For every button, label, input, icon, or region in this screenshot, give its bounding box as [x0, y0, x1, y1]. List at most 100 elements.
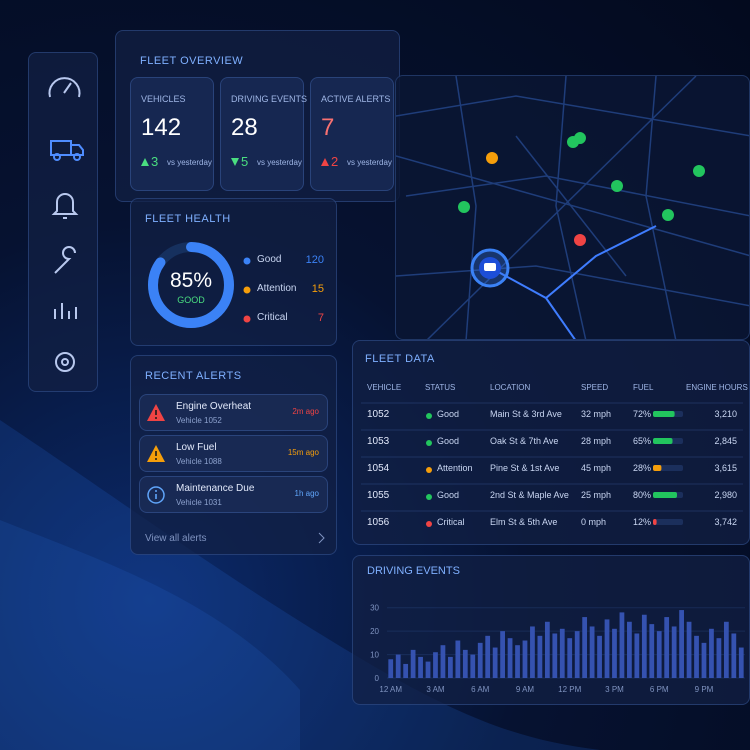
- stat-card[interactable]: ACTIVE ALERTS 7 2 vs yesterday: [310, 77, 394, 191]
- fuel-track: [653, 519, 683, 525]
- bar: [433, 652, 438, 678]
- speed: 25 mph: [581, 490, 612, 500]
- y-tick-label: 30: [370, 604, 379, 613]
- health-item-name: Good: [257, 254, 282, 265]
- alert-vehicle: Vehicle 1031: [176, 498, 222, 507]
- panel-title: FLEET HEALTH: [145, 213, 231, 225]
- location: 2nd St & Maple Ave: [490, 490, 569, 500]
- row-divider: [361, 429, 743, 431]
- bar: [597, 635, 602, 678]
- fuel-gauge: [653, 438, 683, 444]
- settings-icon[interactable]: [55, 352, 75, 372]
- x-tick-label: 12 AM: [379, 685, 402, 694]
- column-header: ENGINE HOURS: [686, 383, 748, 392]
- vehicle-id: 1053: [367, 436, 390, 447]
- legend-dot-shape: [243, 257, 251, 265]
- stat-value: 28: [231, 114, 258, 141]
- location: Elm St & 5th Ave: [490, 517, 558, 527]
- vehicle-marker[interactable]: [470, 248, 510, 288]
- bar: [641, 614, 647, 678]
- overview-panel: FLEET OVERVIEW VEHICLES 142 3 vs yesterday D…: [115, 30, 400, 202]
- dashboard-icon[interactable]: [48, 77, 81, 98]
- status-dot: [426, 494, 432, 500]
- alert-title: Maintenance Due: [176, 483, 255, 494]
- health-item-value: 120: [305, 254, 324, 266]
- x-tick-label: 3 AM: [426, 685, 445, 694]
- status: Good: [437, 490, 460, 500]
- fleet-data-panel: FLEET DATA VEHICLE STATUS LOCATION SPEED FUE…: [352, 340, 750, 545]
- alert-icon-dot: [155, 490, 157, 492]
- bar: [671, 626, 677, 678]
- health-donut: [148, 242, 234, 328]
- bar: [686, 621, 692, 678]
- bar: [664, 617, 670, 678]
- location: Main St & 3rd Ave: [490, 409, 562, 419]
- alert-item[interactable]: Maintenance Due Vehicle 1031 1h ago: [139, 476, 328, 513]
- fuel-gauge: [653, 465, 683, 471]
- map-pins[interactable]: [458, 132, 705, 246]
- alert-icon: [147, 445, 165, 462]
- map-roads: [396, 76, 749, 339]
- bar: [455, 640, 461, 678]
- alert-icon-dot: [155, 417, 157, 419]
- maintenance-icon[interactable]: [54, 246, 76, 274]
- row-divider: [361, 483, 743, 485]
- column-header: FUEL: [633, 383, 654, 392]
- stat-note: vs yesterday: [257, 158, 302, 167]
- panel-title: FLEET DATA: [365, 353, 435, 365]
- stat-value: 142: [141, 114, 182, 141]
- status: Good: [437, 409, 460, 419]
- row-divider: [361, 402, 743, 404]
- alert-title: Engine Overheat: [176, 401, 252, 412]
- bar: [507, 638, 513, 678]
- trend-arrow-shape: [231, 158, 239, 166]
- reports-icon[interactable]: [54, 303, 77, 319]
- sidebar-icons: [48, 77, 84, 372]
- panel-title: RECENT ALERTS: [145, 370, 242, 382]
- bar: [567, 638, 573, 678]
- chevron[interactable]: [317, 532, 327, 544]
- fuel-label: 65%: [633, 436, 652, 446]
- bar: [552, 633, 558, 678]
- bar: [410, 649, 416, 678]
- bar: [485, 635, 491, 678]
- health-item-value: 15: [311, 283, 324, 295]
- vehicle-id: 1056: [367, 517, 390, 528]
- bar: [574, 631, 580, 678]
- health-item-name: Attention: [257, 283, 297, 294]
- location: Pine St & 1st Ave: [490, 463, 560, 473]
- fuel-bar: [653, 411, 675, 417]
- alert-time: 15m ago: [287, 448, 319, 457]
- stat-card[interactable]: VEHICLES 142 3 vs yesterday: [130, 77, 214, 191]
- bar: [627, 621, 632, 678]
- column-header: STATUS: [425, 383, 456, 392]
- stat-note: vs yesterday: [347, 158, 392, 167]
- trend-arrow-shape: [141, 158, 149, 166]
- alert-item[interactable]: Low Fuel Vehicle 1088 15m ago: [139, 435, 328, 472]
- bar: [477, 642, 483, 678]
- vehicles-icon[interactable]: [50, 140, 84, 161]
- y-tick-label: 10: [370, 651, 379, 660]
- alert-vehicle: Vehicle 1088: [176, 457, 222, 466]
- legend-dot-shape: [243, 286, 251, 294]
- alert-title: Low Fuel: [176, 442, 217, 453]
- fuel-label: 80%: [633, 490, 652, 500]
- alerts-panel: RECENT ALERTS View all alerts Engine Ove…: [130, 355, 337, 555]
- bar: [709, 628, 714, 678]
- column-header: SPEED: [581, 383, 609, 392]
- bar: [500, 631, 505, 678]
- view-all-link[interactable]: View all alerts: [145, 533, 207, 544]
- x-tick-label: 9 PM: [695, 685, 714, 694]
- alerts-icon[interactable]: [51, 193, 79, 219]
- alert-icon-shape: [147, 486, 165, 504]
- bar: [544, 621, 550, 678]
- stat-change: 5: [241, 154, 249, 169]
- chart-title: DRIVING EVENTS: [367, 565, 460, 577]
- bar: [723, 621, 729, 678]
- alert-icon: [147, 404, 165, 421]
- map[interactable]: [395, 75, 750, 340]
- stat-card[interactable]: DRIVING EVENTS 28 5 vs yesterday: [220, 77, 307, 191]
- alert-item[interactable]: Engine Overheat Vehicle 1052 2m ago: [139, 394, 328, 431]
